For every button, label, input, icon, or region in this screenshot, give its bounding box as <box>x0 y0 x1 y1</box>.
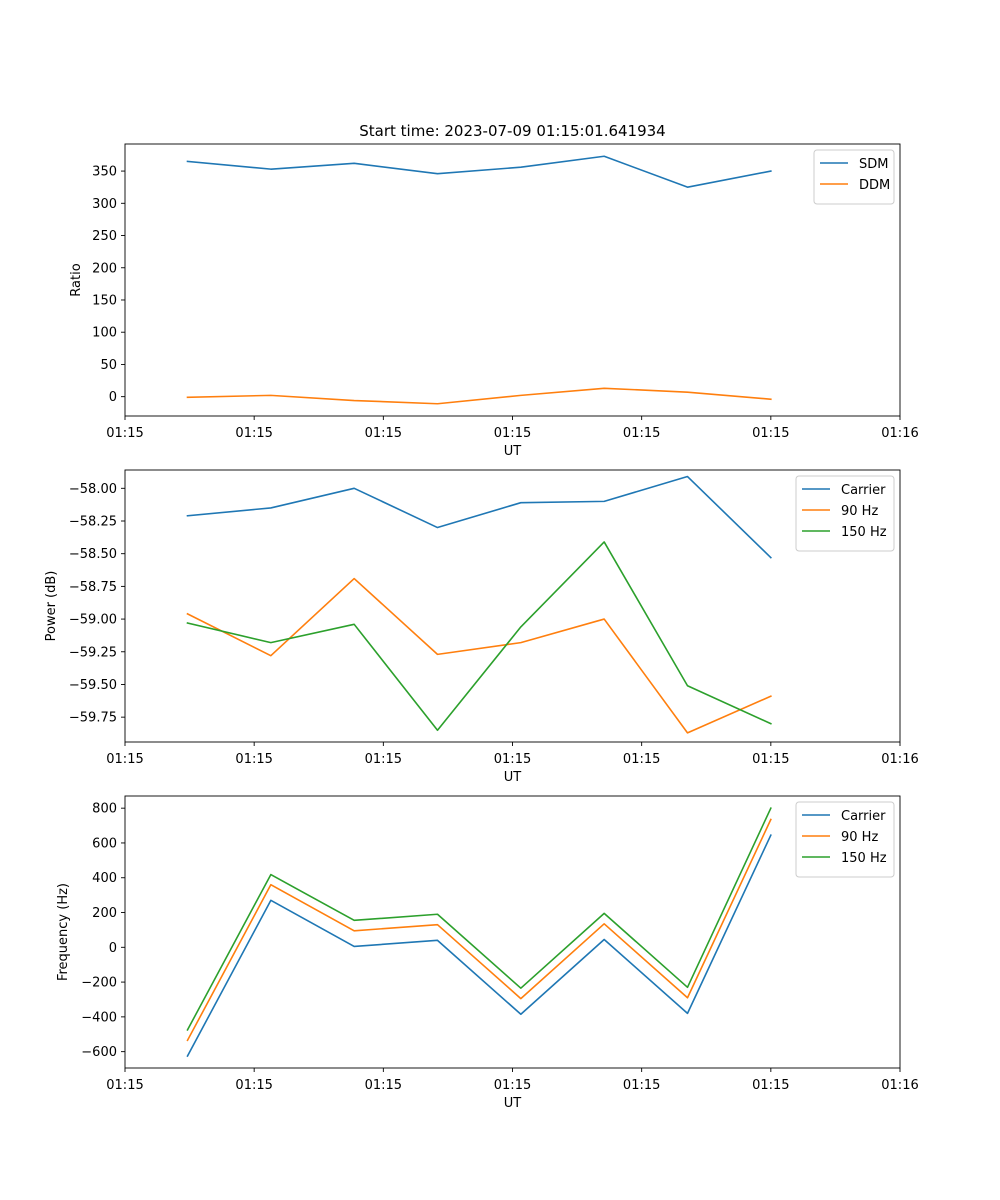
y-axis-label: Ratio <box>69 263 84 296</box>
y-tick-label: −600 <box>81 1045 117 1060</box>
y-tick-label: 50 <box>100 358 117 373</box>
y-tick-label: 150 <box>92 293 117 308</box>
x-tick-label: 01:15 <box>235 426 272 441</box>
x-tick-label: 01:15 <box>494 1078 531 1093</box>
legend-label: DDM <box>859 178 890 193</box>
x-tick-label: 01:15 <box>494 426 531 441</box>
x-tick-label: 01:15 <box>752 752 789 767</box>
legend: SDM DDM <box>813 149 895 205</box>
y-tick-label: 400 <box>92 871 117 886</box>
legend-label: 150 Hz <box>841 525 887 540</box>
legend-box <box>795 475 895 552</box>
legend-label: 90 Hz <box>841 830 878 845</box>
x-tick-label: 01:15 <box>752 426 789 441</box>
y-axis-label: Power (dB) <box>44 571 59 642</box>
x-tick-label: 01:15 <box>752 1078 789 1093</box>
panel-1: Start time: 2023-07-09 01:15:01.64193401… <box>69 122 919 459</box>
axes-frame <box>124 143 901 417</box>
y-tick-label: 200 <box>92 261 117 276</box>
y-axis-label: Frequency (Hz) <box>56 883 71 981</box>
x-tick-label: 01:15 <box>365 752 402 767</box>
y-tick-label: −59.75 <box>69 711 117 726</box>
y-tick-label: −58.00 <box>69 482 117 497</box>
x-tick-label: 01:15 <box>106 1078 143 1093</box>
x-tick-label: 01:15 <box>623 752 660 767</box>
y-tick-label: −59.00 <box>69 613 117 628</box>
legend: Carrier 90 Hz 150 Hz <box>795 475 895 552</box>
y-tick-label: −58.25 <box>69 515 117 530</box>
x-tick-label: 01:15 <box>365 1078 402 1093</box>
x-tick-label: 01:15 <box>106 752 143 767</box>
y-tick-label: 300 <box>92 197 117 212</box>
legend-label: 150 Hz <box>841 851 887 866</box>
y-tick-label: −200 <box>81 976 117 991</box>
y-tick-label: 100 <box>92 326 117 341</box>
y-tick-label: −58.50 <box>69 547 117 562</box>
y-tick-label: −59.50 <box>69 678 117 693</box>
x-tick-label: 01:15 <box>623 426 660 441</box>
legend-label: Carrier <box>841 809 886 824</box>
legend-label: 90 Hz <box>841 504 878 519</box>
series-line-150-hz <box>186 541 772 732</box>
y-tick-label: −400 <box>81 1010 117 1025</box>
series-line-90-hz <box>186 818 772 1042</box>
y-tick-label: 600 <box>92 836 117 851</box>
series-line-ddm <box>186 387 772 405</box>
y-tick-label: −58.75 <box>69 580 117 595</box>
series-line-carrier <box>186 834 772 1058</box>
series-line-carrier <box>186 475 772 559</box>
legend: Carrier 90 Hz 150 Hz <box>795 801 895 878</box>
y-tick-label: −59.25 <box>69 645 117 660</box>
y-tick-label: 350 <box>92 165 117 180</box>
x-axis-label: UT <box>504 1096 522 1111</box>
x-tick-label: 01:15 <box>235 752 272 767</box>
x-axis-label: UT <box>504 444 522 459</box>
panel-2: 01:15 01:15 01:15 01:15 01:15 01:15 01:16 −59.7… <box>44 469 919 785</box>
panel-3: 01:15 01:15 01:15 01:15 01:15 01:15 01:16 −600 −… <box>56 795 919 1111</box>
legend-label: Carrier <box>841 483 886 498</box>
series-line-sdm <box>186 155 772 188</box>
x-tick-label: 01:16 <box>881 1078 918 1093</box>
y-tick-label: 0 <box>109 390 117 405</box>
legend-label: SDM <box>859 157 888 172</box>
x-tick-label: 01:16 <box>881 752 918 767</box>
y-tick-label: 200 <box>92 906 117 921</box>
x-tick-label: 01:15 <box>235 1078 272 1093</box>
chart-title: Start time: 2023-07-09 01:15:01.641934 <box>359 122 665 140</box>
x-tick-label: 01:16 <box>881 426 918 441</box>
y-tick-label: 250 <box>92 229 117 244</box>
x-tick-label: 01:15 <box>494 752 531 767</box>
y-tick-label: 0 <box>109 941 117 956</box>
legend-box <box>795 801 895 878</box>
x-axis-label: UT <box>504 770 522 785</box>
x-tick-label: 01:15 <box>365 426 402 441</box>
series-line-150-hz <box>186 807 772 1031</box>
axes-frame <box>124 795 901 1069</box>
x-tick-label: 01:15 <box>106 426 143 441</box>
series-line-90-hz <box>186 577 772 734</box>
y-tick-label: 800 <box>92 802 117 817</box>
x-tick-label: 01:15 <box>623 1078 660 1093</box>
